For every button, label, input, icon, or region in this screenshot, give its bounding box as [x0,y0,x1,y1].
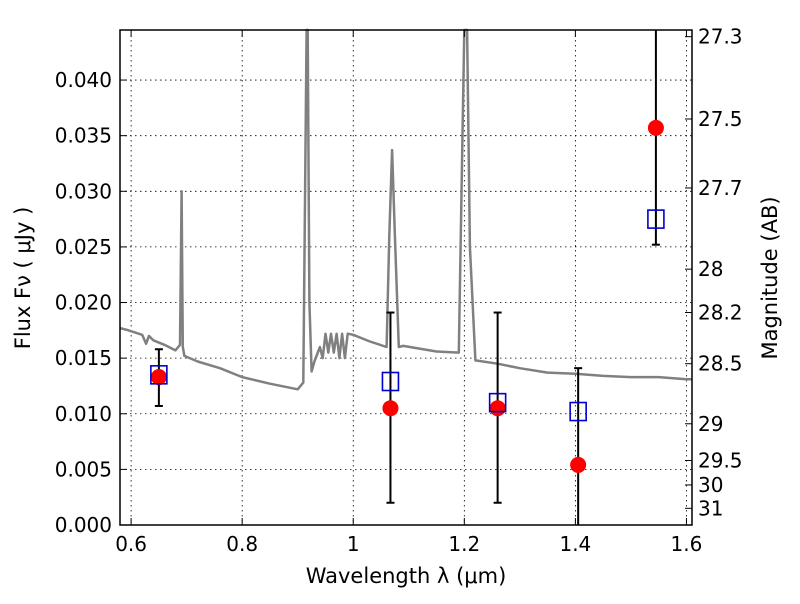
model-point [381,371,400,392]
spectrum-line [119,28,692,391]
y-tick-label: 0.030 [55,179,112,203]
model-point [150,365,168,385]
axis-ticks: 0.6 0.8 1 1.2 1.4 1.6 0.000 0.005 0.010 0.015 0.02… [55,25,743,556]
right-tick-label: 28.5 [698,352,743,376]
y-tick-label: 0.020 [55,291,112,315]
y-tick-label: 0.015 [55,346,112,370]
x-tick-label: 1.4 [559,532,591,556]
x-tick-label: 1.2 [448,532,480,556]
plot-frame [119,29,693,526]
y-tick-label: 0.005 [55,457,112,481]
x-tick-label: 1 [347,532,360,556]
x-axis-label: Wavelength λ (μm) [306,564,507,588]
observed-point [489,400,506,417]
right-tick-label: 27.7 [698,176,743,200]
model-points [150,209,665,422]
observed-point [382,400,399,417]
y-axis-label: Flux Fν ( μJy ) [11,207,35,350]
right-axis-label: Magnitude (AB) [758,196,782,359]
right-tick-label: 28 [698,257,723,281]
y-tick-label: 0.040 [55,68,112,92]
y-tick-label: 0.025 [55,235,112,259]
right-tick-label: 31 [698,496,723,520]
y-tick-label: 0.000 [55,513,112,537]
observed-point [647,119,664,136]
x-tick-label: 0.6 [115,532,147,556]
observed-points [150,119,664,473]
observed-point [570,456,587,473]
model-point [647,209,665,229]
right-tick-label: 30 [698,473,723,497]
right-tick-label: 29.5 [698,448,743,472]
x-tick-label: 1.6 [671,532,703,556]
observed-point [150,369,167,386]
model-point [488,392,507,413]
y-tick-label: 0.035 [55,124,112,148]
right-tick-label: 29 [698,412,723,436]
right-tick-label: 27.3 [698,25,743,49]
right-tick-label: 28.2 [698,301,743,325]
spectrum-layer [119,28,692,391]
x-tick-label: 0.8 [226,532,258,556]
right-tick-label: 27.5 [698,107,743,131]
model-point [569,401,587,422]
y-tick-label: 0.010 [55,402,112,426]
